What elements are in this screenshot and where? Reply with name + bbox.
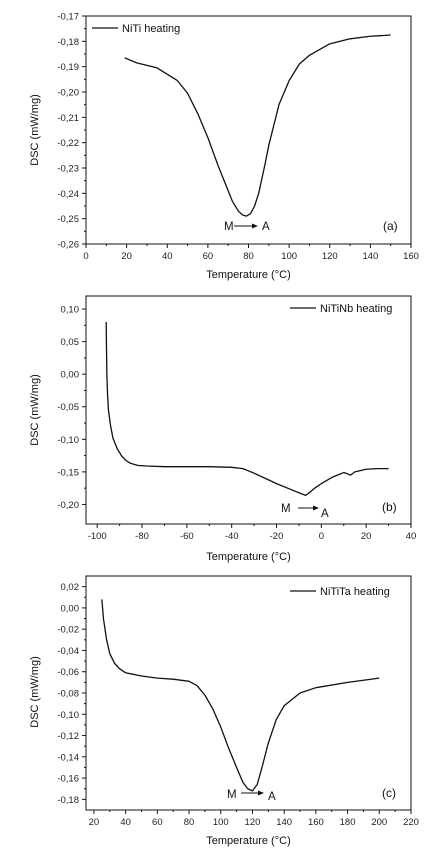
- y-tick-label: 0,02: [61, 582, 80, 593]
- legend: NiTi heating: [92, 23, 180, 35]
- chart-panel-3: -0,18 -0,16 -0,14 -0,12 -0,10 -0,08 -0,06 -0,04…: [29, 575, 419, 847]
- legend: NiTiNb heating: [290, 303, 392, 315]
- y-tick-label: -0,24: [57, 189, 79, 200]
- x-tick-label: 20: [361, 531, 372, 542]
- x-tick-label: 80: [243, 251, 254, 262]
- annotation-arrow-head: [252, 223, 258, 229]
- y-tick-label: -0,21: [57, 113, 79, 124]
- x-tick-label: 140: [362, 251, 378, 262]
- data-series-line: [105, 322, 389, 496]
- chart-panel-2: -0,20 -0,15 -0,10 -0,05 0,00 0,05 0,10 -100 -80 -…: [29, 295, 417, 563]
- legend-label: NiTiTa heating: [320, 586, 390, 598]
- x-tick-label: 20: [89, 817, 100, 828]
- y-tick-label: -0,20: [57, 500, 79, 511]
- x-tick-label: 220: [403, 817, 419, 828]
- y-tick-label: -0,08: [57, 689, 79, 700]
- x-tick-label: 80: [184, 817, 195, 828]
- y-axis-label: DSC (mW/mg): [29, 374, 41, 446]
- x-tick-label: 60: [152, 817, 163, 828]
- y-tick-label: -0,16: [57, 774, 79, 785]
- x-tick-label: -20: [270, 531, 284, 542]
- plot-frame: [85, 575, 412, 811]
- panel-label: (b): [382, 500, 397, 514]
- y-tick-label: -0,10: [57, 435, 79, 446]
- y-tick-label: 0,00: [61, 603, 80, 614]
- x-tick-label: 20: [121, 251, 132, 262]
- y-tick-label: -0,06: [57, 667, 79, 678]
- x-tick-label: 40: [120, 817, 131, 828]
- annotation-arrow-head: [258, 790, 264, 796]
- legend-label: NiTi heating: [122, 23, 180, 35]
- x-tick-label: 100: [281, 251, 297, 262]
- y-tick-label: -0,18: [57, 37, 79, 48]
- x-tick-label: 200: [371, 817, 387, 828]
- plot-frame: [85, 295, 412, 525]
- y-axis-label: DSC (mW/mg): [29, 94, 41, 166]
- y-tick-label: -0,26: [57, 240, 79, 251]
- x-axis-label: Temperature (°C): [206, 835, 290, 847]
- annotation-austenite: A: [321, 508, 329, 520]
- y-tick-label: -0,22: [57, 138, 79, 149]
- chart-panel-1: -0,26 -0,25 -0,24 -0,23 -0,22 -0,21 -0,20 -0,19…: [29, 12, 419, 282]
- annotation-austenite: A: [262, 221, 270, 233]
- annotation-austenite: A: [268, 791, 276, 803]
- y-tick-label: -0,17: [57, 12, 79, 23]
- y-tick-label: 0,05: [61, 337, 80, 348]
- x-tick-label: 160: [403, 251, 419, 262]
- y-tick-label: -0,05: [57, 402, 79, 413]
- legend: NiTiTa heating: [290, 586, 390, 598]
- x-tick-label: 0: [319, 531, 324, 542]
- y-tick-label: -0,02: [57, 625, 79, 636]
- panel-label: (a): [383, 219, 398, 233]
- x-tick-label: 0: [83, 251, 88, 262]
- y-tick-label: -0,20: [57, 88, 79, 99]
- x-tick-label: 40: [406, 531, 417, 542]
- annotation-martensite: M: [227, 789, 237, 801]
- x-axis-label: Temperature (°C): [206, 269, 290, 281]
- x-tick-label: -100: [88, 531, 107, 542]
- y-tick-label: 0,10: [61, 305, 80, 316]
- x-tick-label: 140: [276, 817, 292, 828]
- x-tick-label: 40: [162, 251, 173, 262]
- x-tick-label: 60: [203, 251, 214, 262]
- annotation-arrow-head: [313, 505, 319, 511]
- x-tick-label: -40: [225, 531, 239, 542]
- y-tick-label: -0,18: [57, 795, 79, 806]
- x-tick-label: -60: [180, 531, 194, 542]
- legend-label: NiTiNb heating: [320, 303, 392, 315]
- x-tick-label: 120: [322, 251, 338, 262]
- plot-frame: [85, 15, 412, 245]
- y-tick-label: -0,25: [57, 214, 79, 225]
- y-tick-label: -0,10: [57, 710, 79, 721]
- y-tick-label: -0,04: [57, 646, 79, 657]
- x-tick-label: 100: [213, 817, 229, 828]
- annotation-martensite: M: [281, 503, 291, 515]
- y-tick-label: -0,23: [57, 164, 79, 175]
- y-tick-label: -0,19: [57, 62, 79, 73]
- data-series-line: [124, 34, 391, 217]
- y-tick-label: -0,14: [57, 752, 79, 763]
- x-tick-label: -80: [135, 531, 149, 542]
- x-tick-label: 120: [245, 817, 261, 828]
- x-tick-label: 160: [308, 817, 324, 828]
- y-tick-label: -0,15: [57, 467, 79, 478]
- panel-label: (c): [382, 786, 396, 800]
- y-tick-label: -0,12: [57, 731, 79, 742]
- y-tick-label: 0,00: [61, 370, 80, 381]
- data-series-line: [101, 599, 380, 792]
- y-axis-label: DSC (mW/mg): [29, 656, 41, 728]
- x-axis-label: Temperature (°C): [206, 551, 290, 563]
- annotation-martensite: M: [224, 221, 234, 233]
- x-tick-label: 180: [340, 817, 356, 828]
